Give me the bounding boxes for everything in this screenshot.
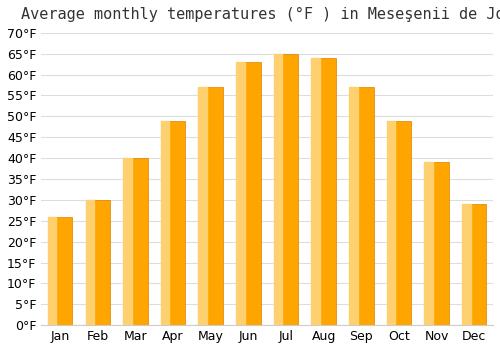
Bar [48,217,72,325]
Bar [349,87,358,325]
Bar [274,54,282,325]
Bar [386,120,411,325]
Bar [198,87,223,325]
Bar [123,158,148,325]
Bar [86,200,94,325]
Bar [123,158,132,325]
Bar [312,58,320,325]
Bar [462,204,486,325]
Bar [236,62,244,325]
Bar [424,162,433,325]
Bar [161,120,186,325]
Bar [349,87,374,325]
Bar [161,120,170,325]
Bar [386,120,396,325]
Bar [236,62,260,325]
Bar [274,54,298,325]
Bar [198,87,207,325]
Bar [424,162,449,325]
Bar [312,58,336,325]
Bar [86,200,110,325]
Title: Average monthly temperatures (°F ) in Meseşenii de Jos: Average monthly temperatures (°F ) in Me… [21,7,500,22]
Bar [462,204,470,325]
Bar [48,217,56,325]
